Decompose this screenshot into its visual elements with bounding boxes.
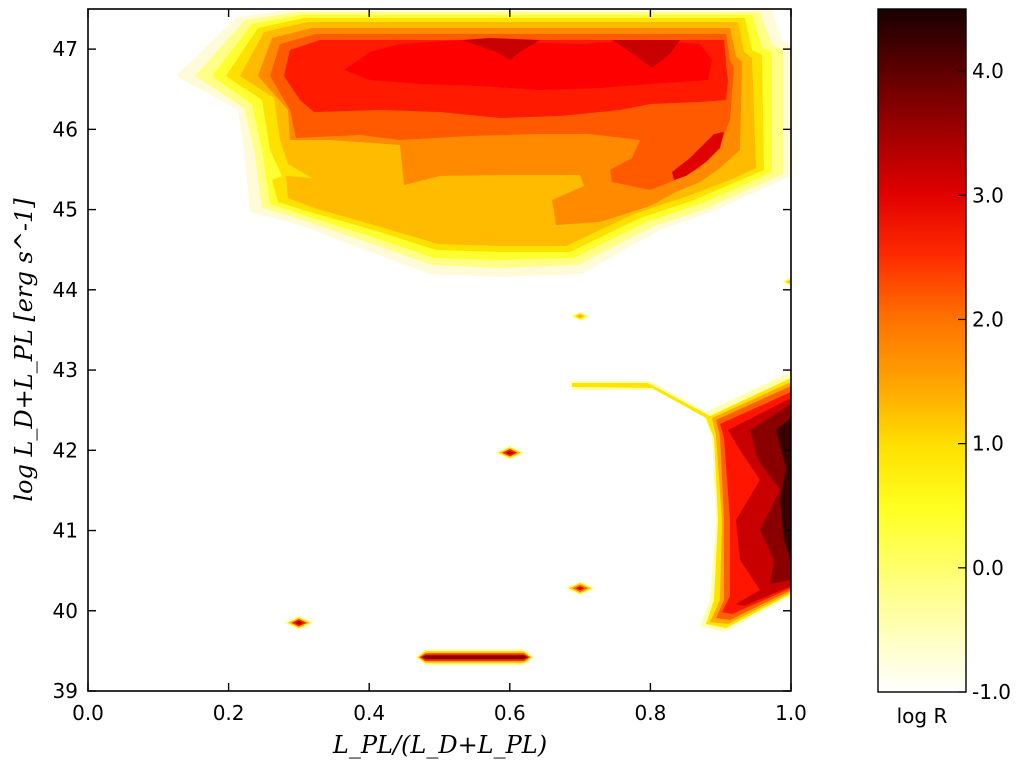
y-tick-label: 45	[53, 198, 78, 222]
upper-contour-region	[176, 9, 791, 277]
colorbar-tick-label: 2.0	[972, 307, 1004, 331]
x-tick-label: 1.0	[775, 701, 807, 725]
y-tick-label: 46	[53, 117, 78, 141]
y-tick-label: 41	[53, 519, 78, 543]
contour-band-level-9b	[612, 40, 680, 68]
contour-spot	[494, 445, 525, 460]
plot-frame	[87, 8, 792, 692]
x-tick-label: 0.0	[72, 701, 104, 725]
contour-spot	[781, 276, 791, 287]
y-tick-label: 39	[53, 679, 78, 703]
x-axis-ticks: 0.0 0.2 0.4 0.6 0.8 1.0	[72, 9, 807, 725]
y-axis-ticks: 39 40 41 42 43 44 45 46 47	[53, 37, 791, 703]
colorbar-tick-label: 1.0	[972, 432, 1004, 456]
colorbar: -1.0 0.0 1.0 2.0 3.0 4.0 log R	[877, 8, 1011, 728]
contour-band-hotspot-right	[672, 132, 724, 180]
contour-spot-band	[294, 620, 304, 625]
x-tick-label: 0.4	[353, 701, 385, 725]
colorbar-label: log R	[897, 704, 948, 728]
y-axis-label: log L_D+L_PL [erg s^-1]	[10, 198, 38, 502]
contour-band-level-9a	[462, 38, 540, 60]
contour-band-level-8	[344, 40, 712, 90]
contour-spot	[570, 311, 591, 322]
contour-spot-band	[575, 586, 585, 591]
x-axis-label: L_PL/(L_D+L_PL)	[332, 731, 547, 759]
isolated-spots	[283, 276, 791, 666]
contour-spot-band	[577, 314, 583, 318]
lower-band-level-7	[776, 418, 791, 560]
contour-fills	[176, 9, 791, 666]
lower-band-level-6	[750, 404, 791, 584]
y-tick-label: 43	[53, 358, 78, 382]
y-axis-label-text: log L_D+L_PL [erg s^-1]	[10, 198, 38, 502]
lower-right-contour-region	[570, 372, 791, 632]
y-tick-label: 47	[53, 37, 78, 61]
contour-spot-band	[505, 450, 514, 455]
colorbar-gradient	[877, 8, 967, 693]
y-tick-label: 42	[53, 438, 78, 462]
colorbar-tick-label: 4.0	[972, 59, 1004, 83]
x-tick-label: 0.2	[213, 701, 245, 725]
contour-spot	[283, 615, 314, 630]
contour-bar-band	[421, 655, 528, 660]
x-tick-label: 0.8	[634, 701, 666, 725]
colorbar-ticks: -1.0 0.0 1.0 2.0 3.0 4.0	[958, 59, 1011, 704]
colorbar-tick-label: 0.0	[972, 556, 1004, 580]
plot-area: 0.0 0.2 0.4 0.6 0.8 1.0 39 40 41 42 43 44 45 46 47 L_…	[10, 8, 807, 759]
y-tick-label: 40	[53, 599, 78, 623]
contour-spot	[565, 581, 596, 596]
y-tick-label: 44	[53, 278, 78, 302]
contour-bar	[415, 649, 534, 666]
x-axis-label-text: L_PL/(L_D+L_PL)	[332, 731, 547, 759]
colorbar-tick-label: -1.0	[972, 680, 1011, 704]
colorbar-tick-label: 3.0	[972, 183, 1004, 207]
x-tick-label: 0.6	[494, 701, 526, 725]
